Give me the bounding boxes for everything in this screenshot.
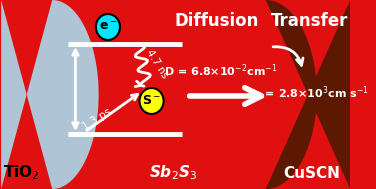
Text: Sb$_2$S$_3$: Sb$_2$S$_3$ <box>149 164 197 182</box>
Circle shape <box>96 14 120 40</box>
Text: S$^-$: S$^-$ <box>142 94 161 106</box>
Text: k$_i$ = 2.8×10$^3$cm s$^{-1}$: k$_i$ = 2.8×10$^3$cm s$^{-1}$ <box>251 85 369 103</box>
Text: e$^-$: e$^-$ <box>99 19 117 33</box>
Text: 4.7 ns: 4.7 ns <box>144 48 170 80</box>
Polygon shape <box>1 0 99 189</box>
Text: Diffusion: Diffusion <box>174 12 259 30</box>
Text: Transfer: Transfer <box>271 12 348 30</box>
Text: CuSCN: CuSCN <box>284 166 341 180</box>
FancyArrowPatch shape <box>273 47 303 65</box>
Circle shape <box>139 88 164 114</box>
Text: TiO$_2$: TiO$_2$ <box>3 164 40 182</box>
Polygon shape <box>266 0 350 189</box>
Text: 1.3 ps: 1.3 ps <box>80 106 113 132</box>
Text: D = 6.8×10$^{-2}$cm$^{-1}$: D = 6.8×10$^{-2}$cm$^{-1}$ <box>164 63 278 79</box>
